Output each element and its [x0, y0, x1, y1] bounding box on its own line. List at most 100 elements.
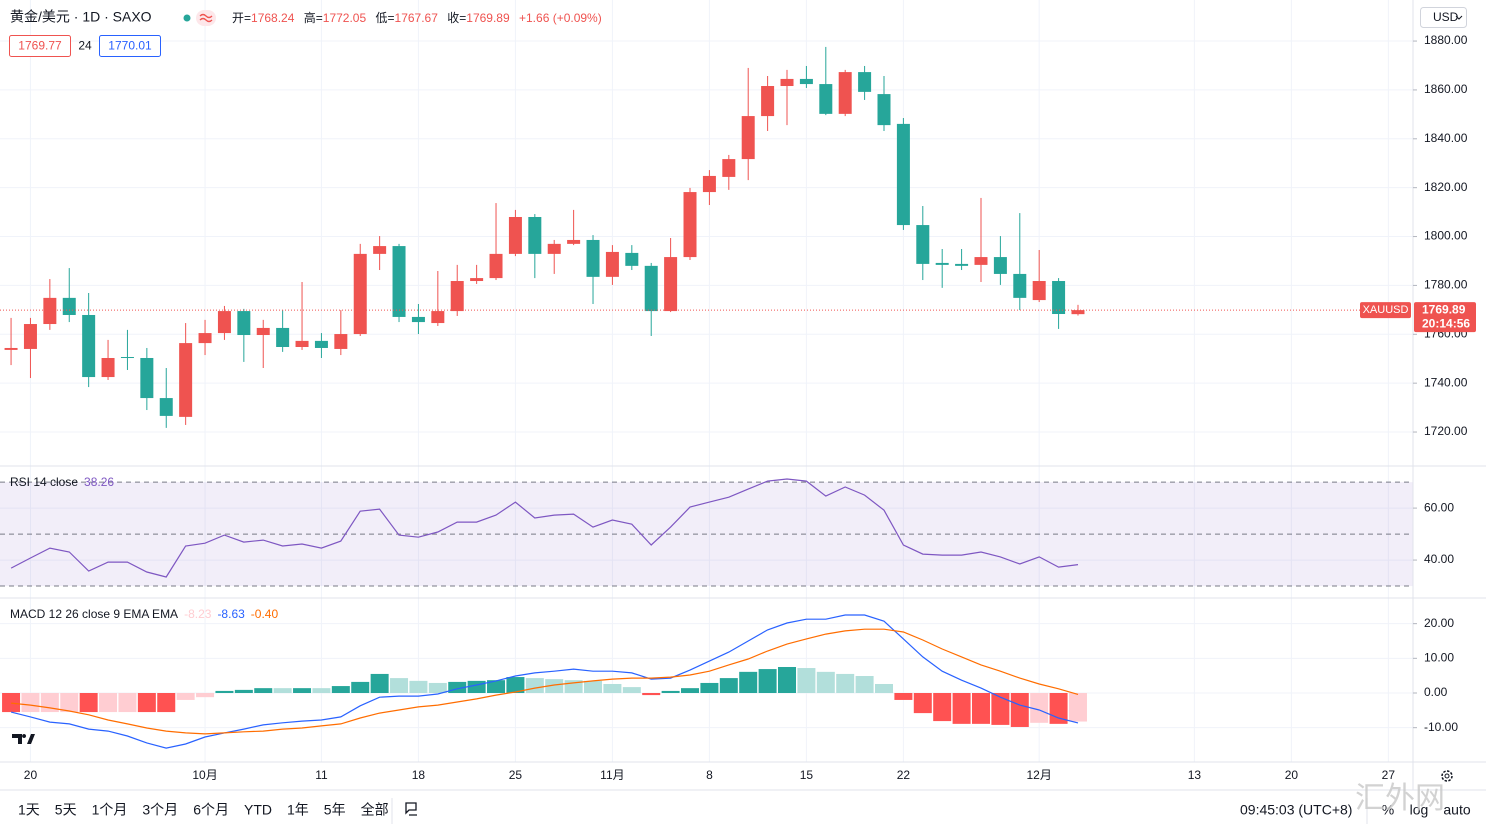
range-button[interactable]: 1个月 [92, 802, 128, 818]
histogram-bar [331, 686, 350, 694]
settings-icon[interactable] [1441, 770, 1453, 782]
candle-body [334, 334, 348, 349]
histogram-bar [448, 681, 467, 694]
macd-value: -8.63 [217, 607, 245, 621]
candle-body [4, 347, 18, 350]
x-tick-label: 22 [897, 768, 911, 782]
y-tick-label: 10.00 [1424, 651, 1454, 665]
histogram-bar [816, 671, 835, 694]
bid-box[interactable] [9, 35, 71, 57]
candle-body [683, 192, 697, 258]
candle-body [605, 251, 619, 277]
x-tick-label: 27 [1382, 768, 1396, 782]
macd-title: MACD 12 26 close 9 EMA EMA [10, 607, 178, 621]
candle-body [431, 311, 445, 324]
range-button[interactable]: 5天 [55, 802, 77, 818]
histogram-bar [971, 693, 990, 724]
histogram-bar [467, 680, 486, 694]
histogram-bar [2, 693, 21, 713]
histogram-bar [273, 688, 292, 694]
histogram-bar [797, 668, 816, 694]
auto-toggle[interactable]: auto [1443, 802, 1470, 818]
symbol-title[interactable]: 黄金/美元 · 1D · SAXO [10, 9, 152, 25]
histogram-bar [952, 693, 971, 724]
range-button[interactable]: 3个月 [142, 802, 178, 818]
candle-body [101, 357, 115, 378]
histogram-bar [913, 693, 932, 714]
histogram-bar [758, 669, 777, 694]
candle-body [955, 263, 969, 266]
histogram-bar [409, 680, 428, 694]
candle-body [567, 239, 581, 244]
candle-body [761, 86, 775, 117]
x-tick-label: 11月 [600, 768, 624, 782]
histogram-bar [293, 688, 312, 694]
histogram-bar [157, 693, 176, 713]
range-button[interactable]: 6个月 [193, 802, 229, 818]
candle-body [1013, 273, 1027, 298]
ohlc-label: 收= [447, 11, 466, 25]
histogram-bar [739, 671, 758, 694]
candle-body [237, 311, 251, 336]
histogram-bar [545, 679, 564, 694]
histogram-bar [506, 677, 525, 694]
ohlc-legend: 开=1768.24 高=1772.05 低=1767.67 收=1769.89 … [232, 10, 602, 25]
range-button[interactable]: 5年 [324, 802, 346, 818]
histogram-bar [661, 690, 680, 694]
rsi-value: 38.26 [84, 475, 114, 489]
symbol-label: XAUUSD [1363, 304, 1409, 316]
histogram-bar [700, 682, 719, 694]
range-button[interactable]: YTD [244, 802, 272, 818]
toolbar: 1天 5天 1个月 3个月 6个月 YTD 1年 5年 全部 [18, 802, 389, 818]
histogram-bar [390, 678, 409, 694]
histogram-bar [428, 682, 447, 694]
histogram-bar [118, 693, 137, 713]
histogram-bar [603, 683, 622, 694]
signal-line [11, 628, 1079, 735]
range-button[interactable]: 1天 [18, 802, 40, 818]
x-tick-label: 8 [706, 768, 713, 782]
candle-body [392, 246, 406, 317]
histogram-bar [642, 693, 661, 696]
y-tick-label: 0.00 [1424, 685, 1448, 699]
candle-body [547, 243, 561, 254]
range-button[interactable]: 全部 [361, 802, 389, 818]
y-tick-label: 60.00 [1424, 500, 1454, 514]
histogram-bar [79, 693, 98, 713]
candle-body [664, 257, 678, 312]
tradingview-logo[interactable] [12, 734, 35, 744]
candle-body [276, 327, 290, 347]
ask-box[interactable] [99, 35, 161, 57]
price-label: 1769.89 [1422, 302, 1466, 316]
dropdown-caret [1455, 15, 1463, 20]
y-tick-label: -10.00 [1424, 720, 1458, 734]
goto-date-icon[interactable] [405, 802, 417, 816]
histogram-bar [719, 678, 738, 694]
y-tick-label: 1720.00 [1424, 424, 1468, 438]
histogram-bar [622, 687, 641, 694]
candle-body [644, 265, 658, 312]
range-button[interactable]: 1年 [287, 802, 309, 818]
ohlc-label: 高= [304, 10, 323, 25]
labels-layer: 20 10月 11 18 25 11月 8 15 22 12月 13 20 27 1720.00 1740.… [10, 33, 1476, 782]
rsi-title: RSI 14 close [10, 475, 78, 489]
currency-dropdown[interactable] [1420, 7, 1467, 28]
histogram-bar [1010, 693, 1029, 727]
histogram-bar [370, 673, 389, 694]
currency-label: USD [1433, 10, 1459, 24]
candle-body [625, 252, 639, 266]
indicator-icon [199, 13, 213, 23]
log-toggle[interactable]: log [1410, 802, 1429, 818]
histogram-bar [351, 681, 370, 694]
ohlc-value: 1772.05 [323, 11, 367, 25]
histogram-bar [778, 666, 797, 694]
candle-body [217, 311, 231, 334]
y-tick-label: 1780.00 [1424, 278, 1468, 292]
candle-body [722, 159, 736, 177]
percent-toggle[interactable]: % [1382, 802, 1394, 818]
candle-body [858, 72, 872, 92]
histogram-bar [855, 676, 874, 694]
candle-body [916, 225, 930, 264]
marks-layer [0, 46, 1413, 749]
